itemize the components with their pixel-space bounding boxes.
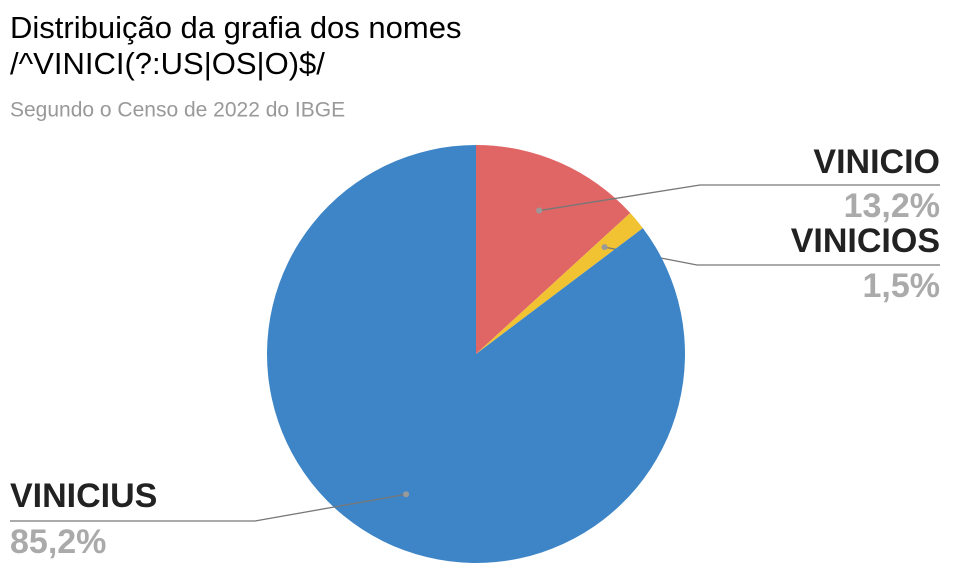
slice-value-label: 1,5% — [863, 267, 941, 305]
leader-dot — [403, 491, 410, 498]
leader-dot — [536, 207, 543, 214]
chart-subtitle: Segundo o Censo de 2022 do IBGE — [10, 99, 345, 122]
leader-line — [10, 493, 407, 522]
slice-label: VINICIOS — [791, 222, 940, 260]
pie-slice — [476, 212, 643, 354]
slice-label: VINICIO — [813, 143, 940, 181]
leader-line — [539, 184, 940, 212]
chart-title-line: Distribuição da grafia dos nomes — [10, 10, 461, 45]
leader-dot — [601, 244, 608, 251]
slice-value-label: 85,2% — [10, 523, 106, 561]
slice-value-label: 13,2% — [844, 187, 940, 225]
pie-slice — [476, 145, 631, 354]
pie-slice — [267, 145, 685, 564]
chart-title-line: /^VINICI(?:US|OS|O)$/ — [10, 46, 325, 81]
slice-label: VINICIUS — [10, 477, 157, 515]
